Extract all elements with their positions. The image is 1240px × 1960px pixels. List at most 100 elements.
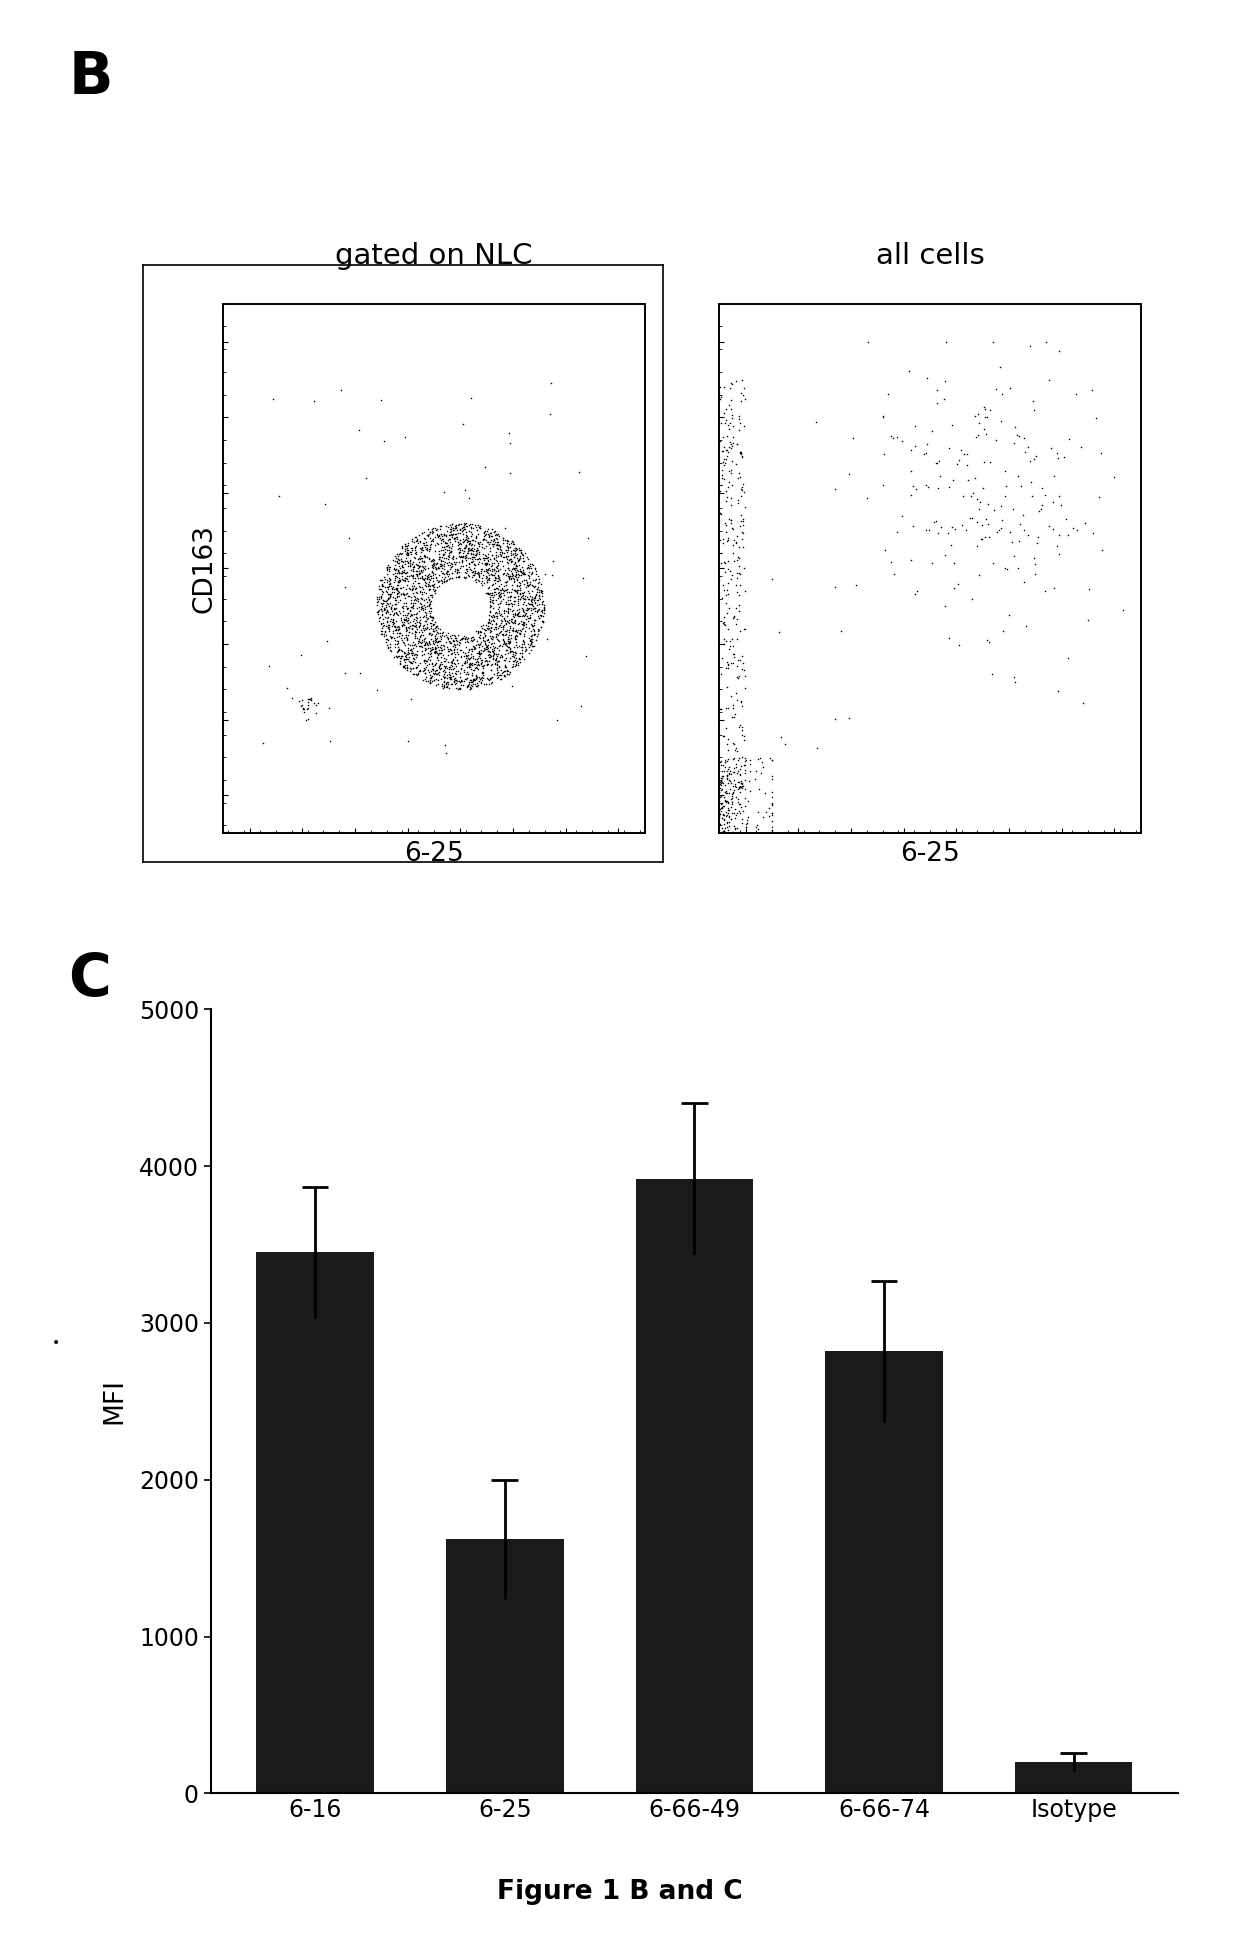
Point [475, 545, 495, 576]
Point [485, 563, 505, 594]
Point [718, 786, 738, 817]
Point [374, 592, 394, 623]
Point [446, 555, 466, 586]
Point [718, 786, 738, 817]
Point [487, 649, 507, 680]
Point [728, 651, 748, 682]
Point [709, 800, 729, 831]
Point [487, 598, 507, 629]
Point [423, 553, 443, 584]
Point [414, 623, 434, 655]
Point [415, 598, 435, 629]
Point [465, 553, 485, 584]
Point [692, 747, 712, 778]
Point [413, 602, 433, 633]
Point [728, 745, 748, 776]
Point [451, 508, 471, 539]
Point [430, 551, 450, 582]
Point [707, 760, 727, 792]
Point [412, 543, 432, 574]
Point [495, 627, 515, 659]
Point [723, 776, 743, 808]
Point [729, 400, 749, 431]
Point [394, 604, 414, 635]
Point [396, 559, 415, 590]
Point [374, 594, 394, 625]
Point [507, 600, 527, 631]
Point [761, 811, 781, 843]
Point [480, 543, 500, 574]
Point [715, 817, 735, 849]
Point [692, 813, 712, 845]
Point [472, 613, 492, 645]
Point [409, 551, 429, 582]
Point [454, 527, 474, 559]
Point [507, 553, 527, 584]
Point [719, 466, 739, 498]
Point [696, 768, 715, 800]
Point [370, 574, 389, 606]
Point [930, 445, 950, 476]
Point [723, 529, 743, 561]
Point [394, 645, 414, 676]
Point [503, 553, 523, 584]
Point [715, 610, 735, 641]
Point [520, 602, 539, 633]
Point [373, 576, 393, 608]
Point [484, 527, 503, 559]
Point [486, 537, 506, 568]
Point [443, 631, 463, 662]
Point [293, 684, 312, 715]
Point [714, 370, 734, 402]
Point [389, 545, 409, 576]
Point [465, 555, 485, 586]
Point [485, 547, 505, 578]
Point [402, 533, 422, 564]
Point [515, 580, 534, 612]
Point [484, 553, 503, 584]
Point [466, 659, 486, 690]
Point [502, 670, 522, 702]
Point [761, 760, 781, 792]
Point [373, 608, 393, 639]
Point [389, 633, 409, 664]
Point [440, 537, 460, 568]
Point [495, 655, 515, 686]
Point [387, 578, 407, 610]
Point [730, 437, 750, 468]
Point [383, 559, 403, 590]
Point [714, 447, 734, 478]
Point [451, 664, 471, 696]
Point [425, 633, 445, 664]
Point [495, 604, 515, 635]
Point [515, 635, 534, 666]
Point [396, 543, 415, 574]
Point [454, 514, 474, 545]
Point [465, 543, 485, 574]
Point [698, 747, 718, 778]
Point [459, 510, 479, 541]
Point [926, 506, 946, 537]
Point [496, 649, 516, 680]
Point [430, 514, 450, 545]
Point [408, 563, 428, 594]
Point [494, 584, 513, 615]
Point [502, 594, 522, 625]
Point [453, 541, 472, 572]
Point [402, 635, 422, 666]
Point [409, 576, 429, 608]
Point [463, 519, 482, 551]
Point [436, 653, 456, 684]
Point [900, 433, 920, 465]
Point [459, 525, 479, 557]
Point [439, 559, 459, 590]
Point [376, 598, 396, 629]
Point [696, 760, 715, 792]
Point [391, 553, 410, 584]
Point [474, 649, 494, 680]
Point [687, 780, 707, 811]
Point [269, 480, 289, 512]
Point [510, 543, 529, 574]
Point [976, 417, 996, 449]
Point [412, 563, 432, 594]
